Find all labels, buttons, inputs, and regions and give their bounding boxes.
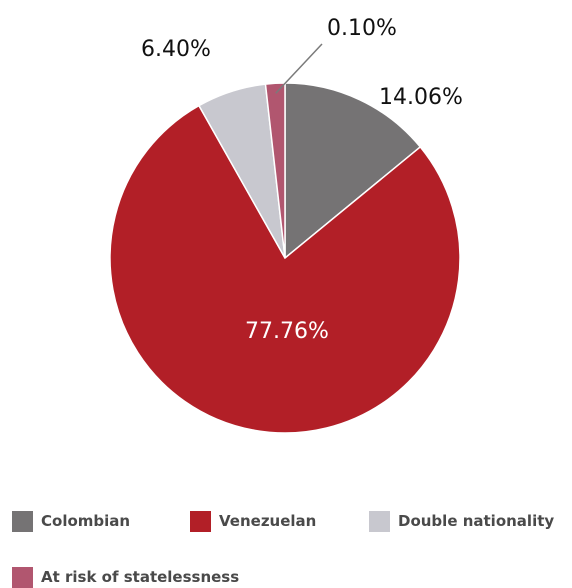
legend-item-double-nationality: Double nationality [369, 510, 554, 532]
legend-label-venezuelan: Venezuelan [219, 512, 317, 530]
legend-item-at-risk-of-statelessness: At risk of statelessness [12, 566, 239, 588]
data-label-at-risk-of-statelessness: 0.10% [327, 16, 397, 41]
legend-swatch-double-nationality [369, 510, 390, 532]
legend-item-colombian: Colombian [12, 510, 130, 532]
legend-swatch-colombian [12, 510, 33, 532]
legend-item-venezuelan: Venezuelan [190, 510, 316, 532]
legend-swatch-venezuelan [190, 510, 211, 532]
legend-swatch-at-risk-of-statelessness [12, 566, 33, 588]
data-label-double-nationality: 6.40% [141, 37, 211, 62]
pie-slice-venezuelan [109, 104, 461, 434]
leader-line-at-risk-of-statelessness [275, 43, 323, 94]
legend-label-colombian: Colombian [41, 512, 131, 530]
data-label-colombian: 14.06% [379, 85, 463, 110]
legend-label-double-nationality: Double nationality [398, 512, 555, 530]
pie-slice-colombian [284, 82, 422, 260]
data-label-venezuelan: 77.76% [245, 319, 329, 344]
legend-label-at-risk-of-statelessness: At risk of statelessness [41, 568, 240, 586]
pie-chart-svg: 14.06% 77.76% 6.40% 0.10% [109, 16, 463, 434]
